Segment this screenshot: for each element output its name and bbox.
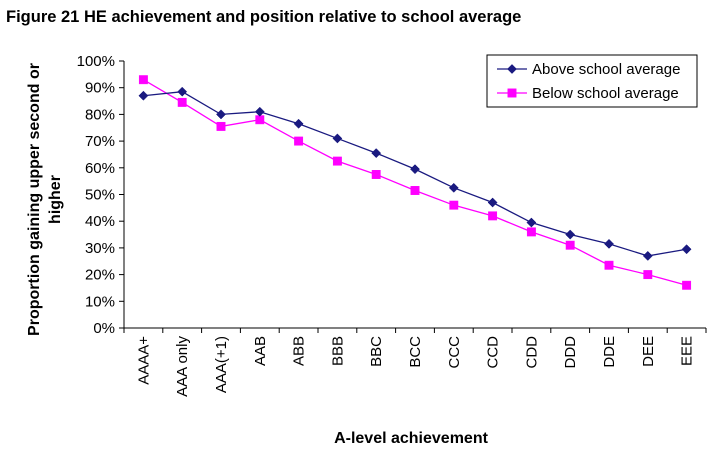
- data-point: [448, 182, 459, 193]
- chart-title: Figure 21 HE achievement and position re…: [6, 8, 522, 26]
- data-point: [293, 118, 304, 129]
- y-tick-label: 40%: [85, 213, 115, 230]
- series-group: [138, 75, 692, 290]
- data-point: [487, 197, 498, 208]
- y-tick-label: 20%: [85, 267, 115, 284]
- data-point: [138, 90, 149, 101]
- y-tick-label: 50%: [85, 187, 115, 204]
- x-tick-label: CDD: [523, 336, 540, 369]
- legend-marker: [507, 88, 517, 98]
- tick-labels: 0% 10% 20% 30% 40% 50% 60% 70% 80% 90% 100% AAAA+ AA…: [77, 53, 696, 397]
- data-point: [371, 170, 381, 179]
- x-tick-label: DDE: [601, 336, 618, 368]
- legend-label: Below school average: [532, 85, 679, 102]
- data-point: [565, 229, 576, 240]
- data-point: [254, 106, 265, 117]
- data-point: [642, 250, 653, 261]
- legend-label: Above school average: [532, 61, 680, 78]
- data-point: [643, 270, 653, 280]
- y-axis-title-line: Proportion gaining upper second or: [26, 63, 43, 336]
- y-axis-title-line: higher: [47, 175, 64, 224]
- y-tick-label: 0%: [93, 320, 115, 337]
- data-point: [255, 115, 265, 125]
- x-tick-label: AAB: [252, 336, 269, 366]
- data-point: [332, 133, 343, 144]
- x-tick-label: ABB: [291, 336, 308, 366]
- series-below: [138, 75, 692, 290]
- x-tick-label: EEE: [679, 336, 696, 366]
- data-point: [681, 244, 692, 255]
- legend-marker: [507, 64, 517, 74]
- y-tick-label: 70%: [85, 133, 115, 150]
- x-tick-label: DDD: [562, 336, 579, 369]
- data-point: [332, 156, 342, 166]
- series-above: [138, 86, 692, 261]
- data-point: [294, 136, 304, 146]
- x-tick-label: DEE: [640, 336, 657, 367]
- y-tick-label: 60%: [85, 160, 115, 177]
- series-line: [143, 79, 687, 286]
- x-tick-label: AAAA+: [135, 336, 152, 385]
- x-tick-label: CCC: [446, 336, 463, 369]
- legend-box: [486, 54, 698, 108]
- x-tick-label: BBC: [368, 336, 385, 367]
- data-point: [177, 86, 188, 97]
- y-tick-label: 100%: [77, 53, 115, 70]
- x-axis-title: A-level achievement: [334, 430, 489, 447]
- data-point: [410, 186, 420, 195]
- x-tick-label: AAA only: [174, 336, 191, 397]
- data-point: [604, 238, 614, 249]
- data-point: [216, 109, 226, 120]
- data-point: [488, 211, 498, 221]
- y-tick-label: 90%: [85, 80, 115, 97]
- data-point: [526, 217, 537, 228]
- x-tick-label: BBB: [329, 336, 346, 366]
- axes: [119, 60, 707, 333]
- x-tick-label: AAA(+1): [213, 336, 230, 393]
- y-axis-title: Proportion gaining upper second or higher: [26, 63, 64, 336]
- data-point: [177, 97, 187, 107]
- x-tick-label: CCD: [485, 336, 502, 369]
- data-point: [410, 164, 420, 175]
- data-point: [216, 121, 226, 131]
- data-point: [604, 260, 614, 270]
- y-tick-label: 30%: [85, 240, 115, 257]
- legend: Above school average Below school average: [486, 54, 698, 108]
- x-tick-label: BCC: [407, 336, 424, 368]
- data-point: [138, 75, 148, 85]
- y-tick-label: 10%: [85, 293, 115, 310]
- data-point: [371, 148, 382, 159]
- data-point: [449, 200, 459, 210]
- data-point: [565, 240, 575, 250]
- data-point: [682, 280, 692, 290]
- y-tick-label: 80%: [85, 106, 115, 123]
- data-point: [526, 227, 536, 237]
- y-axis-title-group: Proportion gaining upper second or higher: [26, 63, 64, 336]
